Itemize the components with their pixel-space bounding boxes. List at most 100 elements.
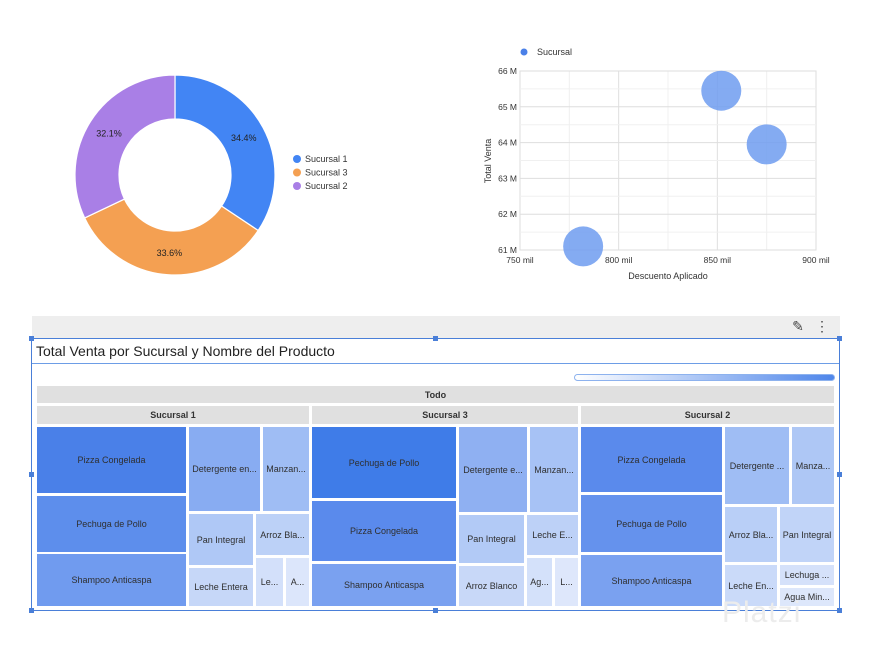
treemap-cell-label: Manzan... [534,464,574,475]
treemap-cell-label: Arroz Blanco [465,581,518,591]
treemap-cell-label: Leche En... [728,580,774,591]
treemap-cell-label: Le... [260,577,279,587]
treemap-group-header[interactable]: Sucursal 1 [36,405,310,425]
treemap-cell-label: Detergente en... [192,464,257,474]
treemap-cell[interactable]: Manzan... [262,426,310,512]
x-tick-label: 800 mil [605,255,633,265]
slice-value-label: 33.6% [157,248,183,258]
treemap-cell[interactable]: Detergente e... [458,426,528,513]
treemap-cell[interactable]: Leche En... [724,564,778,607]
treemap-cell[interactable]: Pechuga de Pollo [311,426,457,499]
treemap-cell-label: Pan Integral [196,534,246,545]
treemap-cell[interactable]: Arroz Bla... [724,506,778,563]
treemap-cell-label: Manzan... [266,464,306,474]
treemap-cell[interactable]: Pan Integral [458,514,525,564]
legend-label: Sucursal [537,47,572,57]
treemap-cell[interactable]: Pan Integral [779,506,835,563]
treemap-cell[interactable]: Pizza Congelada [36,426,187,494]
resize-handle[interactable] [29,472,34,477]
treemap-group-header[interactable]: Sucursal 2 [580,405,835,425]
treemap-cell[interactable]: Shampoo Anticaspa [580,554,723,607]
resize-handle[interactable] [29,608,34,613]
bubble-point-2[interactable] [701,70,742,111]
x-axis-label: Descuento Aplicado [628,271,708,281]
more-vert-icon[interactable]: ⋮ [815,318,829,334]
legend-label: Sucursal 3 [305,168,348,178]
resize-handle[interactable] [837,336,842,341]
resize-handle[interactable] [837,608,842,613]
treemap-cell[interactable]: Arroz Blanco [458,565,525,607]
treemap-cell-label: Leche E... [532,530,573,540]
treemap-cell-label: L... [560,577,573,587]
treemap-cell[interactable]: A... [285,557,310,607]
treemap-cell[interactable]: Shampoo Anticaspa [311,563,457,607]
treemap-cell-label: Leche Entera [194,582,248,592]
resize-handle[interactable] [837,472,842,477]
x-tick-label: 900 mil [802,255,830,265]
bubble-point-3[interactable] [746,124,787,165]
treemap-cell-label: Lechuga ... [784,570,830,580]
y-tick-label: 65 M [498,102,517,112]
donut-chart: 34.4% 33.6% 32.1% Sucursal 1 Sucursal 3 Sucu… [74,74,348,276]
color-scale-slider[interactable] [574,374,835,381]
y-tick-label: 63 M [498,173,517,183]
legend-label: Sucursal 2 [305,181,348,191]
treemap-cell-label: Arroz Bla... [260,529,305,540]
treemap-cell[interactable]: L... [554,557,579,607]
resize-handle[interactable] [433,608,438,613]
legend-swatch [293,182,301,190]
treemap-cell[interactable]: Le... [255,557,284,607]
treemap-cell[interactable]: Pizza Congelada [580,426,723,493]
treemap-cell-label: Shampoo Anticaspa [71,575,152,585]
bubble-point-1[interactable] [563,226,604,267]
slice-value-label: 32.1% [96,128,122,138]
y-tick-label: 64 M [498,138,517,148]
treemap-cell-label: Arroz Bla... [728,529,774,540]
treemap-cell[interactable]: Pechuga de Pollo [580,494,723,553]
treemap-group-header[interactable]: Sucursal 3 [311,405,579,425]
treemap-cell-label: Manza... [795,460,831,471]
legend-swatch [293,155,301,163]
treemap-cell-label: Shampoo Anticaspa [611,575,692,586]
treemap-cell[interactable]: Arroz Bla... [255,513,310,556]
treemap-cell[interactable]: Agua Min... [779,587,835,607]
donut-slice-2[interactable] [83,198,260,276]
treemap-cell[interactable]: Ag... [526,557,553,607]
treemap-cell[interactable]: Pizza Congelada [311,500,457,562]
treemap-cell-label: Shampoo Anticaspa [343,580,425,590]
treemap-root-header[interactable]: Todo [36,385,835,404]
treemap-cell-label: A... [290,577,305,587]
chart-toolbar: ✎ ⋮ [32,316,840,338]
y-tick-label: 62 M [498,209,517,219]
treemap-cell-label: Pizza Congelada [77,455,146,465]
treemap-cell-label: Ag... [530,577,549,587]
treemap-cell-label: Detergente ... [729,460,785,471]
slice-value-label: 34.4% [231,133,257,143]
resize-handle[interactable] [433,336,438,341]
treemap-cell[interactable]: Pechuga de Pollo [36,495,187,553]
treemap-cell[interactable]: Manzan... [529,426,579,513]
treemap-cell-label: Pechuga de Pollo [76,519,147,529]
resize-handle[interactable] [29,336,34,341]
treemap-cell[interactable]: Lechuga ... [779,564,835,586]
platzi-watermark: Platzi [722,596,802,629]
x-tick-label: 750 mil [506,255,534,265]
y-axis-label: Total Venta [483,139,493,184]
treemap-cell[interactable]: Shampoo Anticaspa [36,553,187,607]
treemap-cell[interactable]: Detergente ... [724,426,790,505]
treemap-cell-label: Pan Integral [467,534,516,544]
treemap-cell-label: Pechuga de Pollo [348,457,420,468]
donut-slice-3[interactable] [74,74,176,219]
treemap-cell-label: Detergente e... [463,464,523,475]
donut-slice-1[interactable] [174,74,276,232]
treemap-cell[interactable]: Leche E... [526,514,579,556]
treemap-cell[interactable]: Pan Integral [188,513,254,566]
treemap-cell[interactable]: Leche Entera [188,567,254,607]
pencil-icon[interactable]: ✎ [792,318,804,334]
treemap-cell[interactable]: Manza... [791,426,835,505]
legend-swatch [293,168,301,177]
treemap-cell[interactable]: Detergente en... [188,426,261,512]
x-tick-label: 850 mil [704,255,732,265]
legend-label: Sucursal 1 [305,154,348,164]
treemap-cell-label: Pizza Congelada [349,526,419,536]
